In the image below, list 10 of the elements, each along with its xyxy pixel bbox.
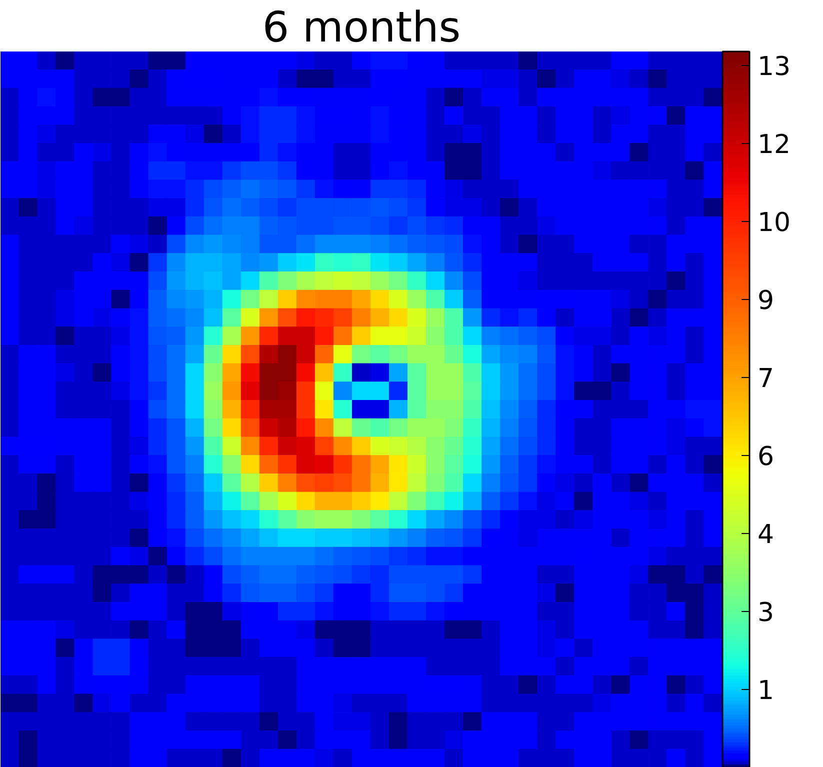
chart-title: 6 months — [262, 2, 461, 52]
color-bar-label: 7 — [758, 364, 774, 394]
color-bar-label: 1 — [758, 676, 774, 706]
color-bar-label: 4 — [758, 520, 774, 550]
color-bar-label: 12 — [758, 130, 791, 160]
color-bar-label: 10 — [758, 208, 791, 238]
color-bar-label: 9 — [758, 286, 774, 316]
color-bar-label: 6 — [758, 442, 774, 472]
color-bar-label: 3 — [758, 598, 774, 628]
color-bar-label: 13 — [758, 52, 791, 82]
